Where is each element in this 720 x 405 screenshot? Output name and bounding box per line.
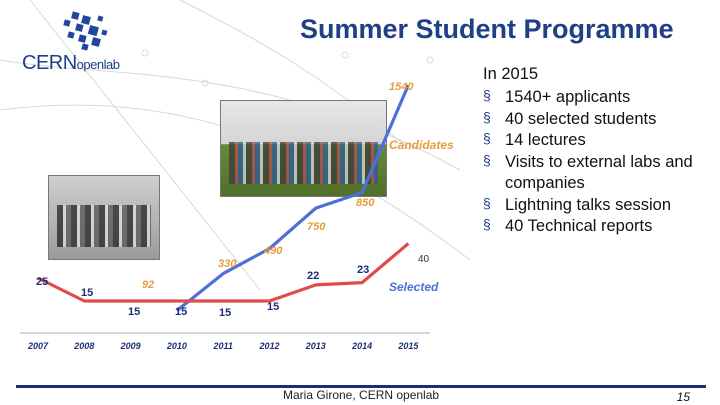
candidates-data-label-4: 850	[356, 197, 375, 209]
legend-candidates: Candidates	[389, 138, 454, 152]
candidates-data-label-0: 92	[142, 279, 154, 291]
candidates-data-label-1: 330	[218, 258, 237, 270]
fact-item-selected-students: 40 selected students	[483, 109, 715, 130]
footer-divider	[16, 385, 706, 388]
programme-growth-chart: 2007 2008 2009 2010 2011 2012 2013 2014 2015 92 33…	[20, 81, 454, 351]
series-line-selected	[37, 242, 410, 303]
cern-openlab-logo: CERNopenlab	[10, 8, 120, 78]
fact-item-visits: Visits to external labs and companies	[483, 152, 715, 194]
selected-data-label-6: 22	[307, 270, 319, 282]
group-photo-2007	[48, 175, 160, 260]
x-tick-label-2014: 2014	[351, 341, 372, 351]
selected-data-label-0: 25	[36, 276, 48, 288]
selected-data-label-3: 15	[175, 306, 187, 318]
x-tick-label-2009: 2009	[120, 341, 141, 351]
x-tick-label-2010: 2010	[166, 341, 187, 351]
x-tick-label-2011: 2011	[213, 341, 233, 351]
fact-item-applicants: 1540+ applicants	[483, 87, 715, 108]
group-photo-2015	[220, 100, 387, 197]
candidates-data-label-3: 750	[307, 221, 326, 233]
legend-selected: Selected	[389, 280, 439, 294]
fact-item-lectures: 14 lectures	[483, 130, 715, 151]
x-tick-label-2013: 2013	[305, 341, 326, 351]
selected-data-label-5: 15	[267, 301, 279, 313]
programme-facts: In 2015 1540+ applicants 40 selected stu…	[483, 64, 715, 238]
slide-title: Summer Student Programme	[300, 14, 674, 44]
candidates-data-label-2: 490	[263, 245, 283, 257]
selected-data-label-7: 23	[357, 264, 369, 276]
candidates-data-label-5: 1540	[389, 81, 414, 93]
page-number: 15	[676, 390, 690, 404]
selected-data-label-4: 15	[219, 307, 231, 319]
series-line-candidates	[175, 84, 410, 312]
facts-heading: In 2015	[483, 65, 539, 83]
selected-data-label-8: 40	[418, 254, 430, 265]
x-tick-label-2012: 2012	[258, 341, 279, 351]
selected-data-label-1: 15	[81, 287, 93, 299]
x-tick-label-2007: 2007	[27, 341, 49, 351]
x-tick-label-2008: 2008	[73, 341, 94, 351]
facts-list: 1540+ applicants 40 selected students 14…	[483, 87, 715, 237]
logo-wordmark: CERNopenlab	[22, 52, 120, 74]
logo-squares-icon	[63, 11, 108, 51]
fact-item-lightning-talks: Lightning talks session	[483, 195, 715, 216]
selected-data-label-2: 15	[128, 306, 140, 318]
fact-item-technical-reports: 40 Technical reports	[483, 216, 715, 237]
footer-author: Maria Girone, CERN openlab	[283, 388, 440, 402]
x-tick-label-2015: 2015	[397, 341, 419, 351]
